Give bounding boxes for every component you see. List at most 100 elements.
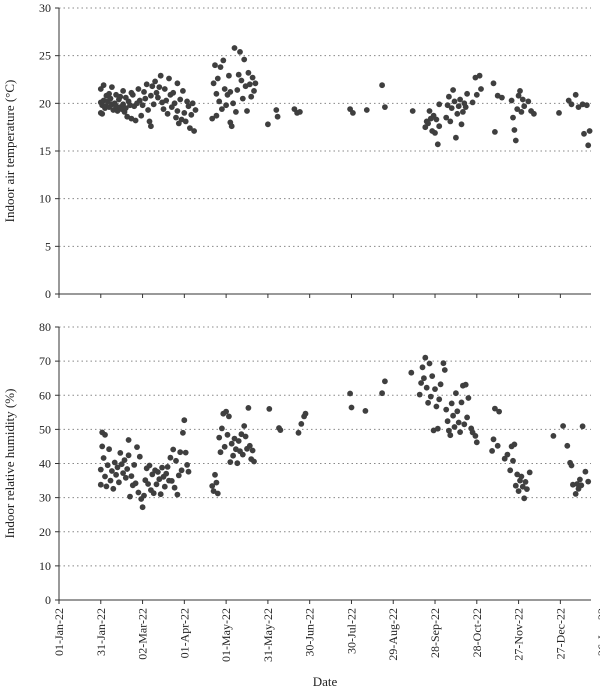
- y-tick-label: 10: [39, 192, 51, 206]
- data-point: [228, 123, 235, 130]
- data-point: [433, 403, 440, 410]
- humidity-panel: 0 10 20 30 40 50 60 70 80 Indoor relative humidit…: [2, 320, 592, 607]
- data-point: [177, 449, 184, 456]
- data-point: [161, 483, 168, 490]
- data-point: [157, 491, 164, 498]
- x-tick-label: 26-Jan-23: [595, 608, 600, 656]
- data-point: [100, 82, 107, 89]
- x-axis-tick-labels: 01-Jan-22 31-Jan-22 02-Mar-22 01-Apr-22 01-M…: [52, 608, 600, 662]
- data-point: [161, 86, 168, 92]
- data-point: [494, 442, 501, 449]
- data-point: [166, 75, 172, 82]
- data-point: [97, 481, 104, 488]
- data-point: [454, 408, 461, 415]
- data-point: [217, 449, 224, 456]
- x-tick-label: 27-Nov-22: [512, 608, 526, 661]
- x-tick-label: 30-Jun-22: [303, 608, 317, 657]
- data-point: [167, 454, 174, 461]
- data-point: [514, 106, 521, 112]
- data-point: [212, 62, 218, 69]
- data-point: [501, 455, 508, 462]
- data-point: [128, 473, 135, 479]
- data-point: [418, 380, 424, 386]
- data-point: [125, 452, 132, 459]
- data-point: [434, 141, 441, 148]
- data-point: [436, 396, 443, 403]
- data-point: [489, 448, 495, 454]
- data-point: [109, 468, 115, 474]
- data-point: [168, 478, 175, 484]
- data-point: [462, 104, 469, 110]
- data-point: [235, 438, 242, 444]
- data-point: [121, 457, 128, 463]
- data-point: [453, 134, 459, 141]
- data-point: [146, 118, 153, 125]
- data-point: [295, 429, 302, 436]
- data-point: [170, 89, 177, 96]
- data-point: [448, 105, 455, 111]
- y-axis-title: Indoor relative humidity (%): [2, 389, 17, 539]
- data-point: [464, 90, 470, 97]
- data-point: [217, 64, 224, 70]
- data-point: [583, 102, 590, 109]
- data-point: [149, 83, 156, 90]
- data-point: [347, 390, 353, 397]
- data-point: [107, 95, 114, 102]
- data-point: [141, 89, 147, 95]
- data-point: [132, 480, 139, 487]
- data-point: [97, 466, 104, 473]
- data-point: [451, 98, 458, 105]
- data-point: [453, 390, 459, 397]
- data-point: [156, 476, 163, 483]
- data-point: [425, 120, 431, 127]
- data-point: [443, 114, 450, 121]
- data-point: [209, 115, 216, 122]
- data-point: [577, 476, 583, 483]
- data-point: [492, 405, 498, 412]
- y-tick-label: 80: [39, 320, 51, 334]
- y-tick-label: 0: [45, 287, 51, 301]
- data-point: [575, 104, 582, 110]
- data-point: [160, 106, 167, 112]
- data-point: [134, 444, 140, 450]
- data-point: [107, 477, 114, 484]
- y-axis-title: Indoor air temperature (°C): [2, 80, 17, 223]
- x-axis-title: Date: [313, 674, 338, 689]
- data-point: [436, 123, 443, 130]
- data-point: [297, 109, 303, 115]
- data-point: [241, 56, 248, 63]
- data-point: [462, 381, 469, 388]
- data-point: [450, 87, 456, 93]
- data-point: [141, 492, 147, 499]
- data-point: [249, 447, 256, 454]
- data-point: [118, 461, 125, 468]
- data-point: [182, 118, 189, 125]
- data-point: [120, 470, 126, 476]
- data-point: [425, 399, 431, 406]
- data-point: [228, 440, 235, 447]
- data-point: [348, 404, 355, 411]
- data-point: [473, 91, 480, 98]
- data-point: [473, 439, 480, 446]
- data-point: [184, 462, 191, 468]
- data-point: [104, 462, 111, 469]
- data-point: [159, 464, 166, 471]
- data-point: [239, 451, 246, 458]
- data-point: [170, 446, 177, 453]
- data-point: [213, 112, 220, 119]
- data-point: [379, 82, 385, 89]
- data-point: [512, 482, 519, 489]
- data-point: [382, 104, 388, 110]
- data-point: [173, 114, 179, 121]
- y-tick-label: 25: [39, 49, 51, 63]
- y-tick-label: 40: [39, 457, 51, 471]
- data-point: [451, 424, 458, 430]
- data-point: [246, 442, 253, 449]
- data-point: [490, 436, 497, 443]
- data-point: [155, 469, 161, 475]
- data-point: [469, 99, 476, 106]
- data-point: [518, 109, 525, 115]
- data-point: [427, 393, 434, 400]
